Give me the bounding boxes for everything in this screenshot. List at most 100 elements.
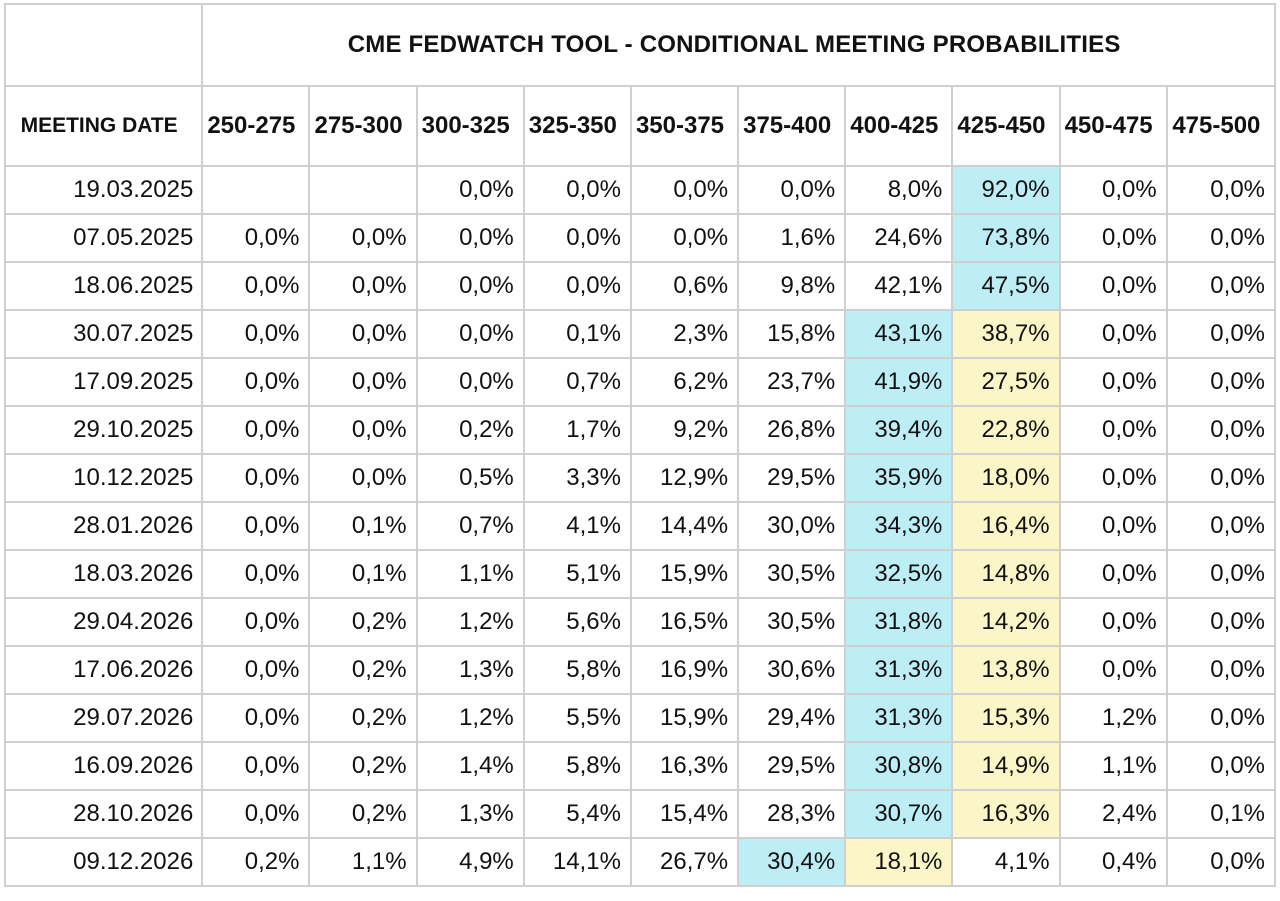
table-row: 17.06.2026 0,0% 0,2% 1,3% 5,8% 16,9% 30,6% 31,3… [3, 645, 1277, 695]
probability-cell: 0,0% [1165, 453, 1277, 503]
probability-cell: 0,2% [201, 837, 311, 887]
probability-cell: 1,3% [415, 789, 525, 839]
probability-cell: 1,3% [415, 645, 525, 695]
meeting-date-cell: 19.03.2025 [3, 165, 204, 215]
probability-cell: 0,2% [308, 741, 418, 791]
meeting-date-cell: 29.07.2026 [3, 693, 204, 743]
rate-range-header: 250-275 [201, 85, 311, 167]
probability-cell: 1,4% [415, 741, 525, 791]
probability-cell: 42,1% [844, 261, 954, 311]
probability-cell: 1,1% [308, 837, 418, 887]
table-row: 19.03.2025 0,0% 0,0% 0,0% 0,0% 8,0% 92,0% 0,0% 0… [3, 165, 1277, 215]
probability-cell: 0,0% [1165, 645, 1277, 695]
probability-cell: 8,0% [844, 165, 954, 215]
probability-cell: 0,1% [308, 549, 418, 599]
probability-cell: 0,7% [415, 501, 525, 551]
probability-cell: 4,1% [951, 837, 1061, 887]
probability-cell: 1,2% [415, 597, 525, 647]
probability-cell: 18,1% [844, 837, 954, 887]
probability-cell: 0,0% [308, 213, 418, 263]
probability-cell: 14,4% [629, 501, 740, 551]
probability-cell [308, 165, 418, 215]
meeting-date-cell: 29.04.2026 [3, 597, 204, 647]
probability-cell: 0,4% [1058, 837, 1168, 887]
probability-cell: 0,0% [415, 357, 525, 407]
table-row: 29.04.2026 0,0% 0,2% 1,2% 5,6% 16,5% 30,5% 31,8… [3, 597, 1277, 647]
probability-cell: 73,8% [951, 213, 1061, 263]
probability-cell: 0,0% [629, 165, 740, 215]
probability-cell: 30,7% [844, 789, 954, 839]
probability-cell: 0,0% [415, 213, 525, 263]
fedwatch-table-container: CME FEDWATCH TOOL - CONDITIONAL MEETING … [3, 3, 1277, 896]
probability-cell: 30,0% [737, 501, 847, 551]
probability-cell: 14,8% [951, 549, 1061, 599]
probability-cell: 0,2% [308, 789, 418, 839]
rate-range-header: 450-475 [1058, 85, 1168, 167]
probability-cell: 0,0% [201, 645, 311, 695]
probability-cell: 0,0% [1058, 405, 1168, 455]
table-row: 18.06.2025 0,0% 0,0% 0,0% 0,0% 0,6% 9,8% 42,1% 4… [3, 261, 1277, 311]
probability-cell: 5,5% [522, 693, 632, 743]
probability-cell: 15,9% [629, 549, 740, 599]
probability-cell: 26,7% [629, 837, 740, 887]
probability-cell: 30,5% [737, 597, 847, 647]
probability-cell: 0,0% [522, 213, 632, 263]
probability-cell: 0,0% [415, 309, 525, 359]
table-row: 29.10.2025 0,0% 0,0% 0,2% 1,7% 9,2% 26,8% 39,4%… [3, 405, 1277, 455]
probability-cell: 0,0% [1058, 309, 1168, 359]
probability-cell: 0,1% [1165, 789, 1277, 839]
probability-cell: 0,0% [201, 357, 311, 407]
probability-cell: 0,0% [1165, 693, 1277, 743]
probability-cell: 16,4% [951, 501, 1061, 551]
probability-cell: 1,6% [737, 213, 847, 263]
probability-cell: 9,8% [737, 261, 847, 311]
table-row: 28.01.2026 0,0% 0,1% 0,7% 4,1% 14,4% 30,0% 34,3… [3, 501, 1277, 551]
rate-range-header: 400-425 [844, 85, 954, 167]
probability-cell: 16,3% [951, 789, 1061, 839]
table-row: 29.07.2026 0,0% 0,2% 1,2% 5,5% 15,9% 29,4% 31,3… [3, 693, 1277, 743]
probability-cell: 12,9% [629, 453, 740, 503]
probability-cell: 22,8% [951, 405, 1061, 455]
probability-cell: 0,0% [1058, 453, 1168, 503]
probability-cell: 0,0% [737, 165, 847, 215]
probability-cell: 2,4% [1058, 789, 1168, 839]
probability-cell: 0,1% [308, 501, 418, 551]
probability-cell: 1,2% [415, 693, 525, 743]
probability-cell: 0,0% [1058, 501, 1168, 551]
probability-cell: 5,4% [522, 789, 632, 839]
meeting-date-cell: 30.07.2025 [3, 309, 204, 359]
rate-range-header: 325-350 [522, 85, 632, 167]
probability-cell: 31,3% [844, 693, 954, 743]
probability-cell: 92,0% [951, 165, 1061, 215]
meeting-date-cell: 18.03.2026 [3, 549, 204, 599]
probability-cell: 0,2% [415, 405, 525, 455]
probability-cell: 31,8% [844, 597, 954, 647]
probability-cell: 14,1% [522, 837, 632, 887]
probability-cell: 0,7% [522, 357, 632, 407]
meeting-date-cell: 18.06.2025 [3, 261, 204, 311]
probability-cell: 16,9% [629, 645, 740, 695]
table-row: 17.09.2025 0,0% 0,0% 0,0% 0,7% 6,2% 23,7% 41,9%… [3, 357, 1277, 407]
probability-cell: 27,5% [951, 357, 1061, 407]
probability-cell: 0,0% [415, 261, 525, 311]
probability-cell: 16,5% [629, 597, 740, 647]
probability-cell: 13,8% [951, 645, 1061, 695]
title-row: CME FEDWATCH TOOL - CONDITIONAL MEETING … [3, 3, 1276, 87]
probability-cell: 18,0% [951, 453, 1061, 503]
table-row: 16.09.2026 0,0% 0,2% 1,4% 5,8% 16,3% 29,5% 30,8… [3, 741, 1277, 791]
probability-cell: 0,0% [1058, 357, 1168, 407]
probability-cell: 4,9% [415, 837, 525, 887]
probability-cell: 0,0% [1058, 597, 1168, 647]
probability-cell: 0,0% [201, 405, 311, 455]
probability-cell: 26,8% [737, 405, 847, 455]
meeting-date-cell: 28.10.2026 [3, 789, 204, 839]
probability-cell: 23,7% [737, 357, 847, 407]
probability-cell: 32,5% [844, 549, 954, 599]
meeting-date-cell: 07.05.2025 [3, 213, 204, 263]
probability-cell: 0,6% [629, 261, 740, 311]
table-row: 10.12.2025 0,0% 0,0% 0,5% 3,3% 12,9% 29,5% 35,9… [3, 453, 1277, 503]
rate-range-header: 425-450 [951, 85, 1061, 167]
probability-cell: 0,0% [1165, 741, 1277, 791]
table-row: 30.07.2025 0,0% 0,0% 0,0% 0,1% 2,3% 15,8% 43,1%… [3, 309, 1277, 359]
probability-cell: 41,9% [844, 357, 954, 407]
